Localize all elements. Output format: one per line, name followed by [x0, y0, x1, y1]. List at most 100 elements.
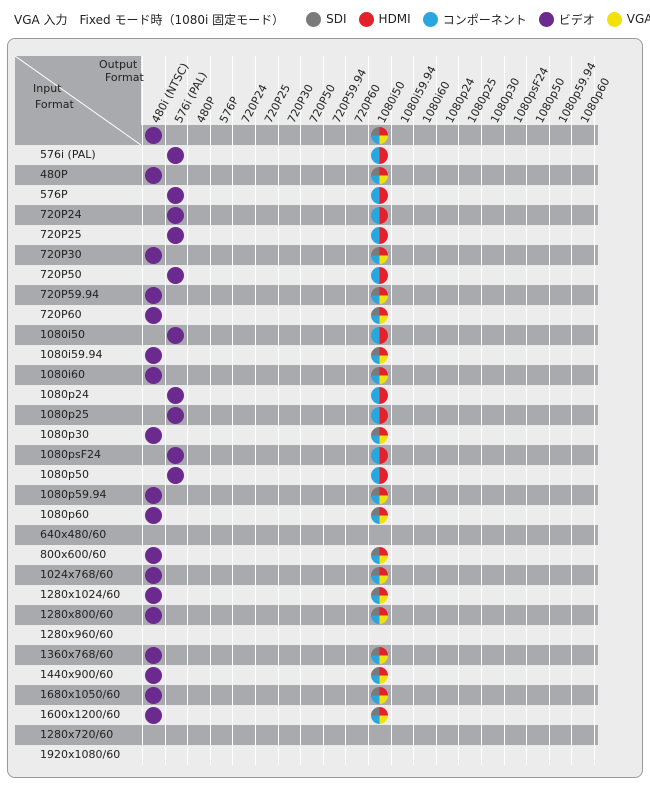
row-input-format-label: 1080i59.94 [40, 348, 103, 361]
grid-column-line [548, 56, 550, 765]
row-input-format-label: 1280x960/60 [40, 628, 114, 641]
table-row: 1080psF24 [15, 445, 598, 465]
grid-column-line [209, 56, 211, 765]
legend-label: VGA [626, 12, 650, 26]
row-input-format-label: 800x600/60 [40, 548, 107, 561]
output-label-line2: Format [105, 71, 144, 84]
video-support-dot [144, 566, 162, 584]
video-support-dot [144, 546, 162, 564]
row-input-format-label: 1080p59.94 [40, 488, 107, 501]
page-title: VGA 入力 Fixed モード時（1080i 固定モード） [14, 12, 285, 27]
video-support-dot [167, 466, 185, 484]
sdi-hdmi-component-vga-support-dot [370, 486, 388, 504]
grid-column-line [368, 56, 369, 765]
hdmi-component-support-dot [370, 206, 388, 224]
grid-column-line [571, 56, 573, 765]
table-row: 720P59.94 [15, 285, 598, 305]
row-input-format-label: 576i (PAL) [40, 148, 96, 161]
video-support-dot [167, 146, 185, 164]
legend-label: HDMI [378, 12, 411, 26]
row-input-format-label: 1680x1050/60 [40, 688, 121, 701]
row-input-format-label: 720P60 [40, 308, 82, 321]
row-input-format-label: 720P50 [40, 268, 82, 281]
sdi-hdmi-component-vga-support-dot [370, 166, 388, 184]
table-row: 720P60 [15, 305, 598, 325]
corner-diagonal [15, 56, 141, 145]
row-input-format-label: 1600x1200/60 [40, 708, 121, 721]
hdmi-component-support-dot [370, 466, 388, 484]
sdi-hdmi-component-vga-support-dot [370, 646, 388, 664]
sdi-hdmi-component-vga-support-dot [370, 686, 388, 704]
table-row: 720P24 [15, 205, 598, 225]
hdmi-component-support-dot [370, 186, 388, 204]
sdi-hdmi-component-vga-support-dot [370, 606, 388, 624]
table-row: 1280x800/60 [15, 605, 598, 625]
hdmi-component-support-dot [370, 446, 388, 464]
table-row: 1080p60 [15, 505, 598, 525]
legend: SDI HDMI コンポーネント ビデオ VGA [306, 11, 650, 28]
legend-item: ビデオ [538, 11, 595, 28]
sdi-hdmi-component-vga-support-dot [370, 246, 388, 264]
video-support-dot [144, 126, 162, 144]
table-row: 1280x720/60 [15, 725, 598, 745]
grid-column-line [458, 56, 460, 765]
output-label-line1: Output [99, 58, 138, 71]
grid-column-line [481, 56, 482, 765]
table-row: 1080p24 [15, 385, 598, 405]
row-input-format-label: 480P [40, 168, 68, 181]
table-row: 720P25 [15, 225, 598, 245]
table-row: 1080p30 [15, 425, 598, 445]
legend-dot-icon [306, 11, 322, 27]
grid-column-line [413, 56, 415, 765]
video-support-dot [144, 346, 162, 364]
input-label-line2: Format [35, 98, 74, 111]
sdi-hdmi-component-vga-support-dot [370, 346, 388, 364]
video-support-dot [144, 366, 162, 384]
table-row: 1280x960/60 [15, 625, 598, 645]
row-input-format-label: 1360x768/60 [40, 648, 114, 661]
row-input-format-label: 1080i60 [40, 368, 86, 381]
table-row: 1680x1050/60 [15, 685, 598, 705]
video-support-dot [144, 666, 162, 684]
compatibility-table-panel: 480i (NTSC)576i (PAL)480P576P720P24720P2… [7, 38, 643, 778]
sdi-hdmi-component-vga-support-dot [370, 666, 388, 684]
grid-column-line [277, 56, 279, 765]
hdmi-component-support-dot [370, 386, 388, 404]
legend-dot-icon [422, 11, 438, 27]
table-corner-header: Output Format Input Format [15, 56, 144, 145]
table-row: 1080i59.94 [15, 345, 598, 365]
video-support-dot [144, 426, 162, 444]
hdmi-component-support-dot [370, 406, 388, 424]
grid-column-line [322, 56, 324, 765]
sdi-hdmi-component-vga-support-dot [370, 586, 388, 604]
grid-column-line [390, 56, 392, 765]
table-row: 1024x768/60 [15, 565, 598, 585]
grid-column-line [232, 56, 234, 765]
row-input-format-label: 1080p60 [40, 508, 89, 521]
table-row: 720P30 [15, 245, 598, 265]
table-row: 720P50 [15, 265, 598, 285]
table-row: 1080p59.94 [15, 485, 598, 505]
table-row: 1080p50 [15, 465, 598, 485]
video-support-dot [167, 186, 185, 204]
row-input-format-label: 1280x720/60 [40, 728, 114, 741]
sdi-hdmi-component-vga-support-dot [370, 286, 388, 304]
video-support-dot [144, 486, 162, 504]
legend-label: コンポーネント [442, 12, 527, 27]
row-input-format-label: 1280x800/60 [40, 608, 114, 621]
row-input-format-label: 1080p24 [40, 388, 89, 401]
legend-dot-icon [606, 11, 622, 27]
video-support-dot [144, 286, 162, 304]
legend-label: SDI [326, 12, 347, 26]
table-row: 1920x1080/60 [15, 745, 598, 765]
row-input-format-label: 720P24 [40, 208, 82, 221]
table-row: 1080i50 [15, 325, 598, 345]
row-input-format-label: 640x480/60 [40, 528, 107, 541]
video-support-dot [144, 246, 162, 264]
grid-column-line [503, 56, 505, 765]
table-row: 480P [15, 165, 598, 185]
video-support-dot [144, 606, 162, 624]
table-row: 640x480/60 [15, 525, 598, 545]
video-support-dot [144, 506, 162, 524]
video-support-dot [167, 386, 185, 404]
